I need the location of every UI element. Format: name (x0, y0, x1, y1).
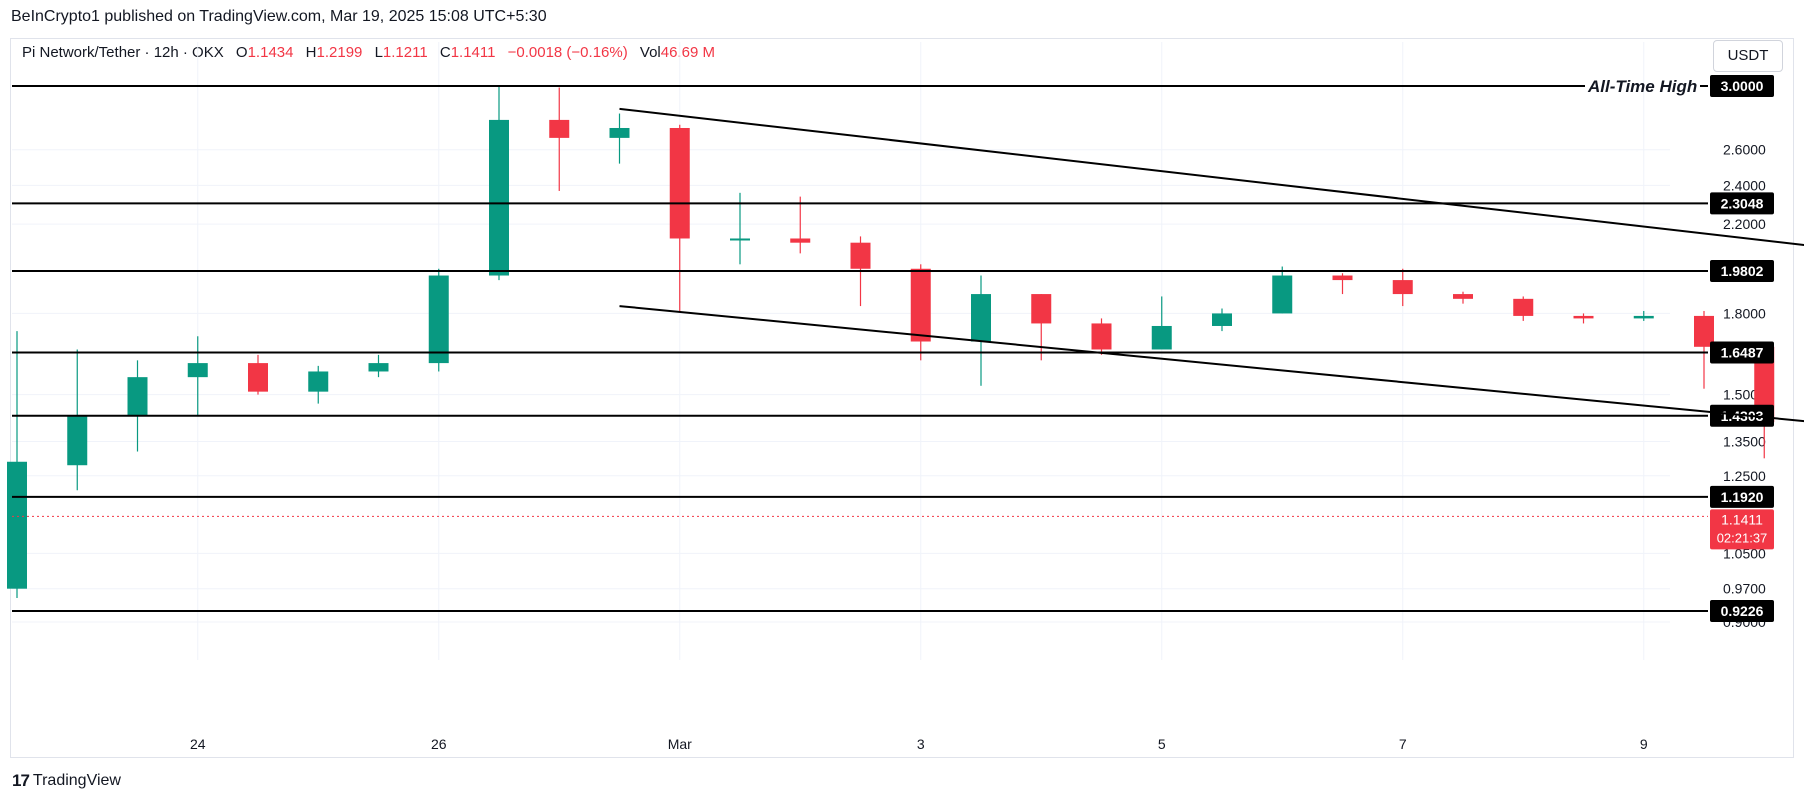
candle-up (1272, 275, 1293, 314)
price-tick-label: 2.4000 (1723, 177, 1766, 193)
time-tick-label: 24 (190, 736, 206, 752)
close-label: C (439, 44, 451, 61)
candle-up (1633, 315, 1654, 319)
candle-down (1031, 294, 1052, 324)
publish-info: BeInCrypto1 published on TradingView.com… (11, 8, 547, 25)
last-price-label: 1.1411 (1721, 511, 1763, 527)
currency-button[interactable]: USDT (1713, 40, 1783, 72)
candle-down (850, 242, 871, 269)
level-price-label: 0.9226 (1721, 603, 1764, 619)
candle-up (609, 127, 630, 138)
price-tick-label: 0.9700 (1723, 581, 1766, 597)
candle-up (127, 377, 148, 416)
tradingview-logo-icon: 17 (12, 771, 30, 790)
candle-down (790, 238, 811, 243)
trend-line (619, 107, 1804, 246)
candle-up (730, 238, 750, 241)
candle-up (1151, 325, 1172, 350)
price-tick-label: 1.8000 (1723, 305, 1766, 321)
candle-down (910, 268, 931, 342)
candle-down (1332, 275, 1353, 281)
volume-label: Vol (639, 44, 661, 61)
open-value: 1.1434 (247, 44, 294, 61)
trend-line (619, 305, 1804, 423)
last-price-badge (1710, 509, 1774, 550)
candle-up (187, 363, 208, 378)
time-tick-label: 3 (917, 736, 925, 752)
price-tick-label: 2.6000 (1723, 142, 1766, 158)
time-tick-label: 26 (431, 736, 447, 752)
symbol-title[interactable]: Pi Network/Tether · 12h · OKX (22, 44, 224, 61)
tradingview-logo[interactable]: 17 TradingView (12, 771, 121, 791)
level-price-badge (1710, 485, 1774, 508)
level-price-label: 1.1920 (1721, 489, 1764, 505)
candle-up (368, 363, 389, 372)
level-price-label: 3.0000 (1721, 78, 1764, 94)
level-price-badge (1710, 192, 1774, 215)
candle-up (489, 119, 509, 276)
level-price-badge (1710, 259, 1774, 282)
level-price-label: 2.3048 (1721, 195, 1764, 211)
candle-down (1392, 280, 1413, 295)
candle-up (67, 415, 88, 466)
level-price-label: 1.9802 (1721, 263, 1764, 279)
price-tick-label: 1.3500 (1723, 434, 1766, 450)
candle-down (1754, 346, 1775, 423)
symbol-legend: Pi Network/Tether · 12h · OKX O1.1434 H1… (22, 44, 715, 61)
candle-down (1513, 298, 1534, 316)
high-label: H (305, 44, 317, 61)
candle-down (549, 119, 570, 138)
countdown-label: 02:21:37 (1717, 530, 1768, 545)
candle-down (1453, 294, 1473, 299)
low-value: 1.1211 (382, 44, 428, 61)
candle-up (1212, 313, 1232, 326)
price-tick-label: 2.2000 (1723, 216, 1766, 232)
change-value: −0.0018 (−0.16%) (507, 44, 628, 61)
time-tick-label: 9 (1640, 736, 1648, 752)
volume-value: 46.69 M (660, 44, 715, 61)
candle-down (1573, 315, 1594, 319)
low-label: L (374, 44, 383, 61)
level-price-badge (1710, 600, 1774, 622)
candle-down (248, 363, 268, 392)
level-price-badge (1710, 341, 1774, 364)
candle-up (971, 294, 991, 342)
candle-down (669, 127, 690, 239)
time-tick-label: 7 (1399, 736, 1407, 752)
high-value: 1.2199 (316, 44, 363, 61)
price-tick-label: 1.0500 (1723, 545, 1766, 561)
level-price-badge (1710, 75, 1774, 97)
close-value: 1.1411 (450, 44, 496, 61)
level-price-label: 1.6487 (1721, 345, 1764, 361)
tradingview-brand: TradingView (32, 772, 121, 789)
open-label: O (235, 44, 248, 61)
price-tick-label: 1.2500 (1723, 468, 1766, 484)
candle-up (428, 275, 449, 364)
time-tick-label: 5 (1158, 736, 1166, 752)
candle-down (1091, 323, 1112, 350)
all-time-high-label: All-Time High (1587, 77, 1697, 96)
candle-up (308, 371, 329, 392)
chart-frame (10, 38, 1794, 758)
time-tick-label: Mar (668, 736, 692, 752)
candle-down (1694, 315, 1714, 347)
candle-up (7, 461, 27, 589)
